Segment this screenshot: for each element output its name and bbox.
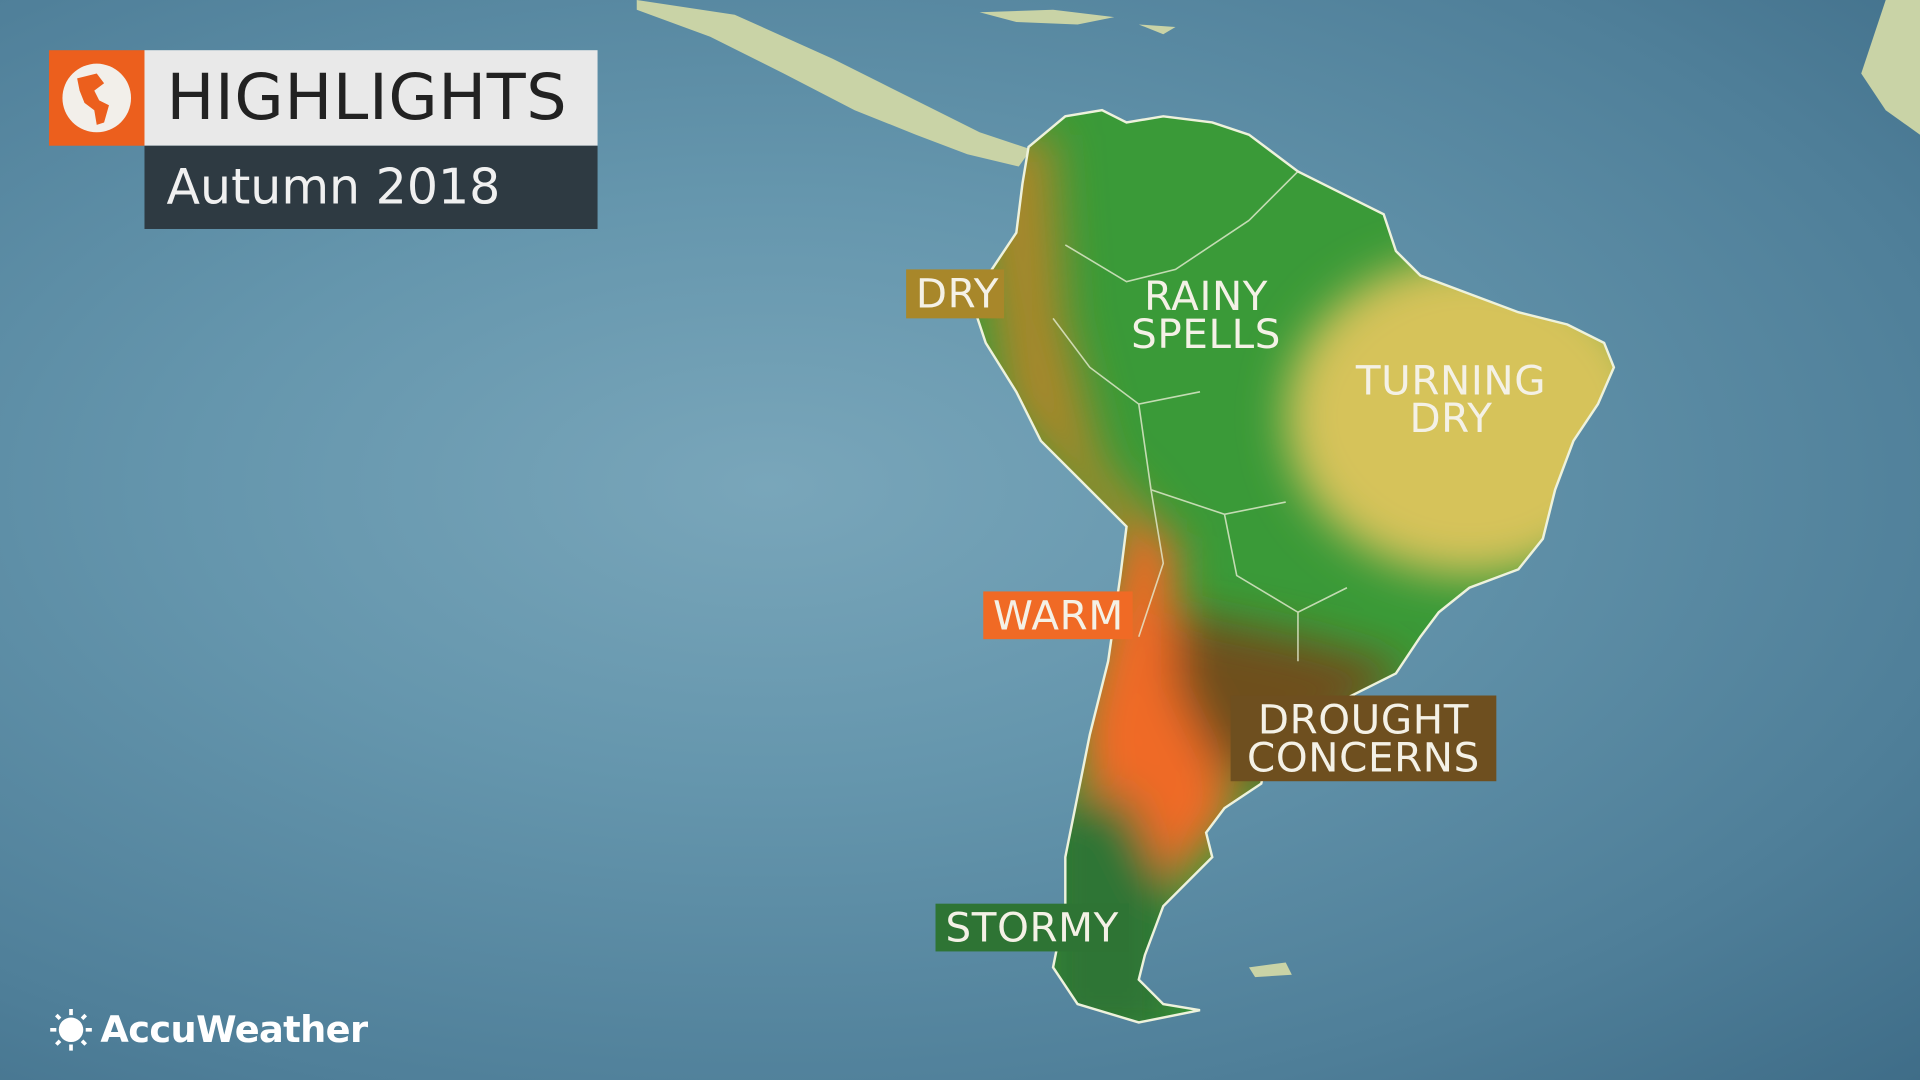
label-rainy-spells: RAINY SPELLS <box>1114 271 1298 358</box>
sun-icon <box>50 1008 92 1051</box>
falkland-islands <box>1248 962 1292 978</box>
label-line: SPELLS <box>1131 309 1282 358</box>
brand-name: AccuWeather <box>100 1008 368 1052</box>
label-line: CONCERNS <box>1247 733 1480 782</box>
label-line: DRY <box>1409 394 1493 443</box>
globe-icon <box>48 50 145 146</box>
label-stormy: STORMY <box>935 903 1129 952</box>
label-turning-dry: TURNING DRY <box>1341 356 1561 443</box>
country-borders <box>1052 170 1348 662</box>
central-america-land <box>636 0 1032 167</box>
accuweather-logo: AccuWeather <box>49 1008 368 1052</box>
africa-land <box>1861 0 1920 135</box>
page-subtitle: Autumn 2018 <box>144 145 598 229</box>
label-line: RAINY <box>1144 271 1269 320</box>
caribbean-islands <box>979 9 1176 35</box>
page-title: HIGHLIGHTS <box>144 50 598 146</box>
label-line: DROUGHT <box>1257 695 1470 744</box>
label-warm: WARM <box>983 591 1133 640</box>
label-dry: DRY <box>906 269 1005 319</box>
label-drought-concerns: DROUGHT CONCERNS <box>1230 695 1497 782</box>
label-line: TURNING <box>1355 356 1547 405</box>
